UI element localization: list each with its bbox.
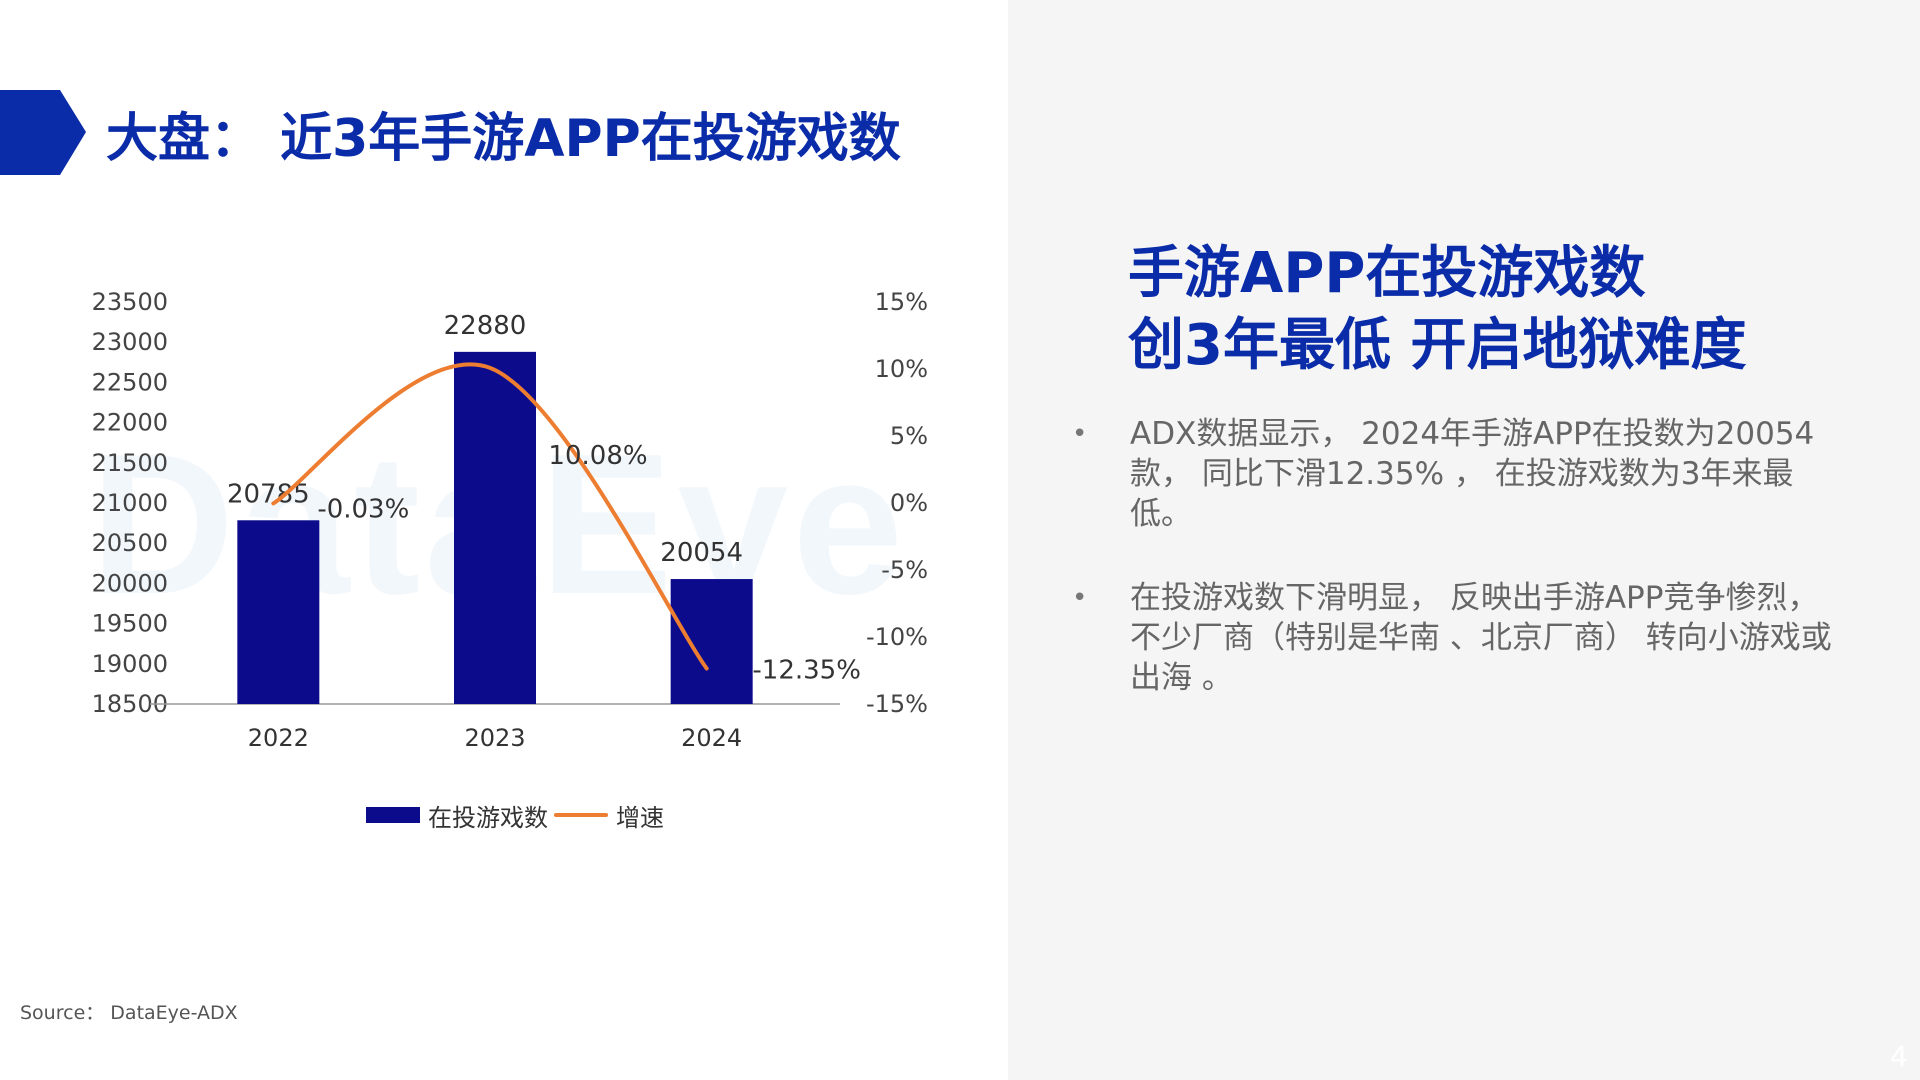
x-tick-label: 2024	[681, 724, 742, 752]
y-right-tick-label: -5%	[881, 556, 928, 584]
y-left-tick-label: 22000	[92, 409, 168, 437]
y-left-tick-label: 21500	[92, 449, 168, 477]
y-right-tick-label: 5%	[890, 422, 928, 450]
headline-line-1: 手游APP在投游戏数	[1128, 241, 1646, 306]
y-left-tick-label: 22500	[92, 368, 168, 396]
bullet-marker: •	[1072, 419, 1088, 449]
bullet-item: • ADX数据显示， 2024年手游APP在投数为20054款， 同比下滑12.…	[1060, 414, 1840, 534]
legend-label-bar: 在投游戏数	[428, 803, 548, 832]
y-right-tick-label: 10%	[875, 355, 928, 383]
combo-chart: 23500 23000 22500 22000 21500 21000 20500 20000…	[92, 288, 928, 752]
page-title: 大盘： 近3年手游APP在投游戏数	[106, 109, 901, 169]
bar-data-label: 22880	[444, 311, 527, 341]
headline-line-2: 创3年最低 开启地狱难度	[1128, 313, 1747, 378]
bar	[454, 351, 536, 704]
y-right-tick-label: 0%	[890, 489, 928, 517]
legend-label-line: 增速	[616, 803, 664, 832]
right-panel	[1008, 0, 1920, 1080]
chart-legend: 在投游戏数 增速	[366, 795, 664, 835]
y-left-tick-label: 19000	[92, 650, 168, 678]
bullet-item: • 在投游戏数下滑明显， 反映出手游APP竞争惨烈， 不少厂商（特别是华南 、北…	[1060, 578, 1840, 698]
y-left-tick-label: 23000	[92, 328, 168, 356]
y-left-tick-label: 21000	[92, 489, 168, 517]
line-data-label: -0.03%	[317, 494, 409, 524]
title-tab-shape	[0, 90, 86, 175]
bullet-text: ADX数据显示， 2024年手游APP在投数为20054款， 同比下滑12.35…	[1130, 416, 1815, 532]
legend-swatch-line	[554, 813, 608, 817]
source-note: Source： DataEye-ADX	[20, 1002, 238, 1024]
y-left-tick-label: 19500	[92, 610, 168, 638]
bullet-text: 在投游戏数下滑明显， 反映出手游APP竞争惨烈， 不少厂商（特别是华南 、北京厂…	[1130, 580, 1832, 696]
y-left-tick-label: 20500	[92, 529, 168, 557]
headline: 手游APP在投游戏数 创3年最低 开启地狱难度	[1128, 238, 1746, 382]
line-data-label: -12.35%	[752, 655, 861, 685]
y-left-tick-label: 20000	[92, 569, 168, 597]
y-right-tick-label: -10%	[866, 623, 928, 651]
y-left-tick-label: 23500	[92, 288, 168, 316]
bar-data-label: 20054	[660, 538, 743, 568]
bar	[237, 520, 320, 704]
growth-line	[271, 362, 709, 671]
page-number: 4	[1890, 1040, 1908, 1073]
bullet-list: • ADX数据显示， 2024年手游APP在投数为20054款， 同比下滑12.…	[1060, 414, 1840, 742]
bullet-marker: •	[1072, 583, 1088, 613]
bar	[670, 579, 753, 704]
x-tick-label: 2022	[248, 724, 309, 752]
y-right-tick-label: 15%	[875, 288, 928, 316]
y-right-tick-label: -15%	[866, 690, 928, 718]
x-tick-label: 2023	[464, 724, 525, 752]
line-data-label: 10.08%	[548, 441, 647, 471]
legend-swatch-bar	[366, 807, 420, 823]
